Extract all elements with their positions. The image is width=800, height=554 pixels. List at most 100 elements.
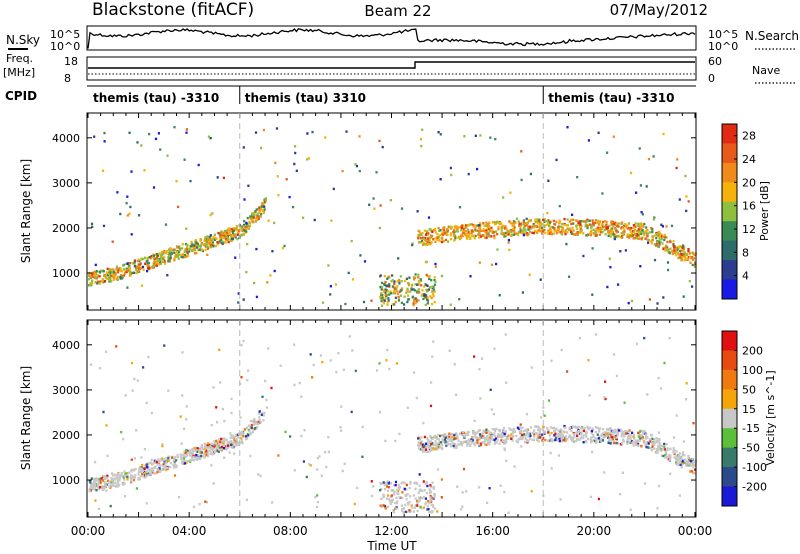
echo-cell (517, 440, 520, 444)
echo-cell (135, 487, 138, 490)
echo-cell (471, 439, 474, 442)
echo-cell (469, 237, 472, 240)
echo-cell (550, 226, 553, 229)
echo-cell (417, 237, 420, 240)
echo-cell (431, 290, 434, 293)
echo-cell (171, 456, 174, 459)
echo-cell (232, 229, 236, 232)
echo-cell (106, 454, 109, 457)
echo-cell (353, 502, 356, 506)
colorbar-swatch (722, 486, 737, 507)
echo-cell (407, 282, 410, 285)
echo-cell (500, 439, 503, 442)
colorbar-tick-label: 15 (742, 403, 756, 416)
echo-cell (681, 255, 684, 259)
echo-cell (662, 296, 665, 299)
echo-cell (678, 460, 682, 463)
echo-cell (603, 435, 606, 438)
echo-cell (97, 480, 100, 483)
echo-cell (163, 344, 166, 347)
echo-cell (395, 362, 398, 365)
echo-cell (675, 254, 678, 257)
echo-cell (463, 431, 466, 435)
echo-cell (439, 233, 442, 237)
echo-cell (220, 230, 223, 233)
echo-cell (406, 493, 409, 496)
echo-cell (179, 454, 183, 458)
echo-cell (383, 483, 386, 486)
echo-cell (431, 292, 434, 296)
echo-cell (94, 460, 97, 464)
echo-cell (187, 254, 190, 257)
echo-cell (690, 256, 693, 259)
echo-cell (663, 445, 666, 449)
echo-cell (256, 208, 260, 211)
echo-cell (637, 229, 640, 233)
echo-cell (321, 360, 324, 364)
echo-cell (412, 371, 416, 374)
echo-cell (668, 251, 671, 254)
echo-cell (416, 509, 419, 513)
echo-cell (158, 467, 161, 470)
echo-cell (608, 257, 611, 260)
echo-cell (263, 208, 266, 211)
echo-cell (136, 379, 139, 382)
echo-cell (632, 433, 636, 437)
echo-cell (404, 503, 407, 507)
echo-cell (522, 219, 525, 222)
echo-cell (408, 486, 411, 490)
echo-cell (142, 257, 145, 261)
echo-cell (679, 256, 682, 259)
echo-cell (438, 441, 441, 444)
echo-cell (426, 504, 429, 508)
freq-trace (88, 61, 695, 69)
echo-cell (643, 336, 646, 340)
echo-cell (227, 232, 230, 235)
colorbar-tick-label: 28 (742, 130, 756, 143)
echo-cell (658, 445, 661, 448)
echo-cell (561, 434, 564, 437)
echo-cell (673, 249, 676, 252)
echo-cell (607, 234, 610, 237)
echo-cell (308, 463, 311, 466)
nsearch-label: N.Search (745, 29, 799, 43)
echo-cell (334, 283, 338, 286)
echo-cell (689, 261, 692, 264)
echo-cell (540, 416, 543, 419)
echo-cell (655, 437, 658, 440)
echo-cell (128, 266, 131, 269)
echo-cell (462, 231, 465, 235)
echo-cell (644, 435, 648, 438)
echo-cell (580, 226, 583, 229)
echo-cell (104, 274, 107, 277)
echo-cell (420, 233, 423, 236)
echo-cell (89, 486, 92, 489)
echo-cell (503, 448, 506, 452)
echo-cell (580, 433, 583, 436)
echo-cell (215, 439, 218, 443)
echo-cell (120, 472, 123, 475)
echo-cell (488, 221, 491, 224)
echo-cell (185, 131, 188, 134)
echo-cell (406, 300, 409, 304)
echo-cell (203, 456, 206, 459)
echo-cell (609, 232, 612, 235)
echo-cell (561, 226, 564, 230)
echo-cell (130, 480, 133, 483)
echo-cell (252, 221, 255, 224)
echo-cell (139, 475, 142, 478)
echo-cell (508, 434, 512, 437)
echo-cell (644, 237, 647, 240)
echo-cell (581, 436, 584, 439)
echo-cell (692, 422, 695, 425)
echo-cell (197, 456, 200, 460)
echo-cell (195, 457, 198, 460)
echo-cell (675, 459, 678, 462)
echo-cell (690, 462, 693, 465)
echo-cell (90, 222, 94, 225)
echo-cell (501, 439, 505, 442)
echo-cell (312, 363, 315, 367)
echo-cell (592, 223, 595, 227)
echo-cell (687, 455, 690, 458)
echo-cell (108, 272, 111, 275)
